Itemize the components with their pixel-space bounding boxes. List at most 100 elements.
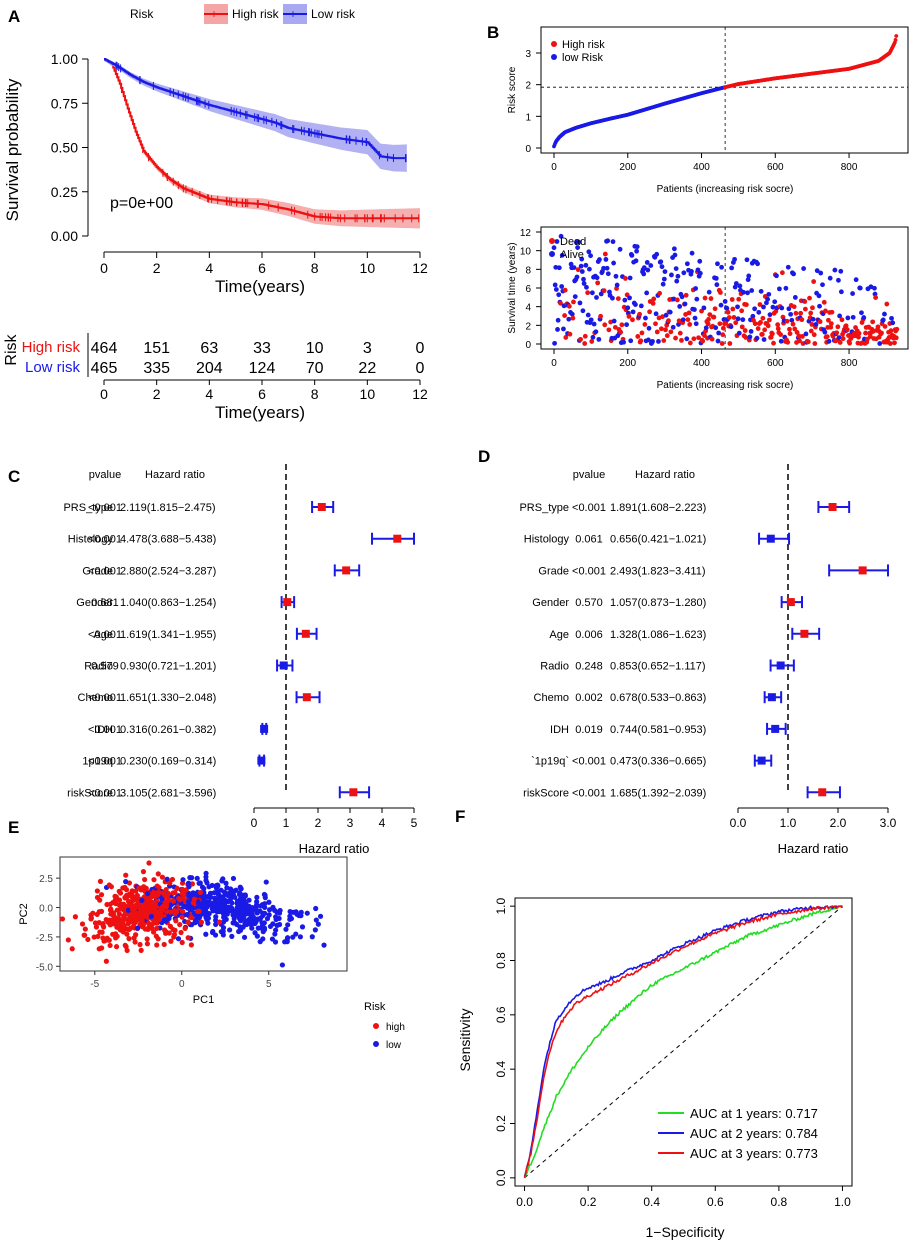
panel-label: A xyxy=(8,7,20,26)
high-point xyxy=(146,860,152,866)
high-point xyxy=(106,937,112,943)
low-point xyxy=(272,931,278,937)
dead-point xyxy=(766,317,772,323)
hr-point xyxy=(349,788,358,797)
alive-point xyxy=(857,285,863,291)
alive-point xyxy=(850,314,856,320)
alive-point xyxy=(692,315,698,321)
dead-point xyxy=(685,317,691,323)
dead-point xyxy=(696,335,701,341)
dead-point xyxy=(725,309,731,315)
forest-row-hr: 1.891(1.608−2.223) xyxy=(610,502,706,514)
high-point xyxy=(122,942,128,948)
high-point xyxy=(149,901,156,907)
alive-point xyxy=(575,245,581,250)
low-point xyxy=(256,916,263,922)
low-point xyxy=(267,923,274,930)
alive-point xyxy=(559,284,565,289)
dead-point xyxy=(856,330,862,336)
low-point xyxy=(203,931,209,937)
alive-point xyxy=(748,328,754,334)
low-point xyxy=(203,877,209,884)
alive-point xyxy=(589,290,595,296)
dead-point xyxy=(870,319,876,325)
high-point xyxy=(79,921,86,927)
alive-point xyxy=(643,315,648,321)
alive-point xyxy=(677,304,683,309)
forest-row-name: PRS_type xyxy=(63,502,113,514)
alive-point xyxy=(692,307,697,312)
alive-point xyxy=(579,256,585,262)
high-point xyxy=(151,920,157,926)
dead-point xyxy=(828,321,834,326)
dead-point xyxy=(679,337,684,343)
high-point xyxy=(122,884,128,891)
x-tick-label: 0.2 xyxy=(580,1195,597,1209)
forest-row-name: Chemo xyxy=(78,692,113,704)
low-point xyxy=(223,880,229,886)
low-point xyxy=(283,926,289,932)
alive-point xyxy=(682,301,688,307)
forest-row-hr: 2.119(1.815−2.475) xyxy=(120,502,216,514)
alive-point xyxy=(586,249,592,255)
high-point xyxy=(85,936,91,943)
dead-point xyxy=(879,330,884,336)
high-point xyxy=(97,929,103,935)
dead-point xyxy=(712,306,718,312)
high-point xyxy=(163,928,169,935)
forest-row-hr: 1.685(1.392−2.039) xyxy=(610,787,706,799)
legend-label: Low risk xyxy=(311,7,356,21)
low-point xyxy=(260,936,266,942)
low-point xyxy=(254,910,260,916)
dead-point xyxy=(867,334,873,339)
low-point xyxy=(317,913,324,919)
dead-point xyxy=(856,334,861,340)
high-point xyxy=(72,914,78,920)
alive-point xyxy=(551,245,557,251)
alive-point xyxy=(813,321,819,327)
alive-point xyxy=(667,309,673,315)
x-tick-label: 10 xyxy=(360,260,376,276)
hr-point xyxy=(818,788,827,797)
forest-row-pvalue: 0.570 xyxy=(575,597,603,609)
high-point xyxy=(116,918,122,924)
alive-point xyxy=(801,266,807,271)
alive-point xyxy=(803,331,809,337)
hr-point xyxy=(317,503,326,511)
y-tick-label: 1.00 xyxy=(51,51,78,67)
high-point xyxy=(160,904,166,910)
x-tick-label: 800 xyxy=(841,358,858,369)
low-point xyxy=(181,903,187,910)
low-point xyxy=(203,912,209,918)
alive-point xyxy=(783,285,789,291)
dead-point xyxy=(769,331,775,337)
alive-point xyxy=(672,252,678,258)
high-point xyxy=(132,939,138,945)
alive-point xyxy=(627,295,632,301)
dead-point xyxy=(578,336,583,342)
x-tick-label: -5 xyxy=(90,979,99,990)
alive-point xyxy=(633,302,638,308)
alive-point xyxy=(605,271,611,277)
high-point xyxy=(173,918,179,924)
dead-point xyxy=(787,331,793,337)
low-point xyxy=(196,880,202,886)
high-point xyxy=(189,915,195,921)
dead-point xyxy=(708,296,714,301)
alive-point xyxy=(737,283,743,289)
y-tick-label: 0.4 xyxy=(494,1061,508,1078)
x-tick-label: 6 xyxy=(258,260,266,276)
hr-point xyxy=(858,566,867,575)
panel-a-km-plot: Risk + High risk + Low risk 0.00 0.25 0.50 0.75 1… xyxy=(3,4,428,296)
alive-point xyxy=(670,324,676,330)
dead-point xyxy=(892,340,897,346)
alive-point xyxy=(617,246,623,252)
forest-row-pvalue: 0.019 xyxy=(575,724,603,736)
low-point xyxy=(273,927,279,933)
alive-point xyxy=(758,288,764,294)
forest-row-pvalue: <0.001 xyxy=(88,534,122,546)
header-hazard-ratio: Hazard ratio xyxy=(145,469,205,481)
low-point xyxy=(285,922,291,928)
diagonal-reference xyxy=(524,905,843,1179)
alive-point xyxy=(724,306,730,311)
